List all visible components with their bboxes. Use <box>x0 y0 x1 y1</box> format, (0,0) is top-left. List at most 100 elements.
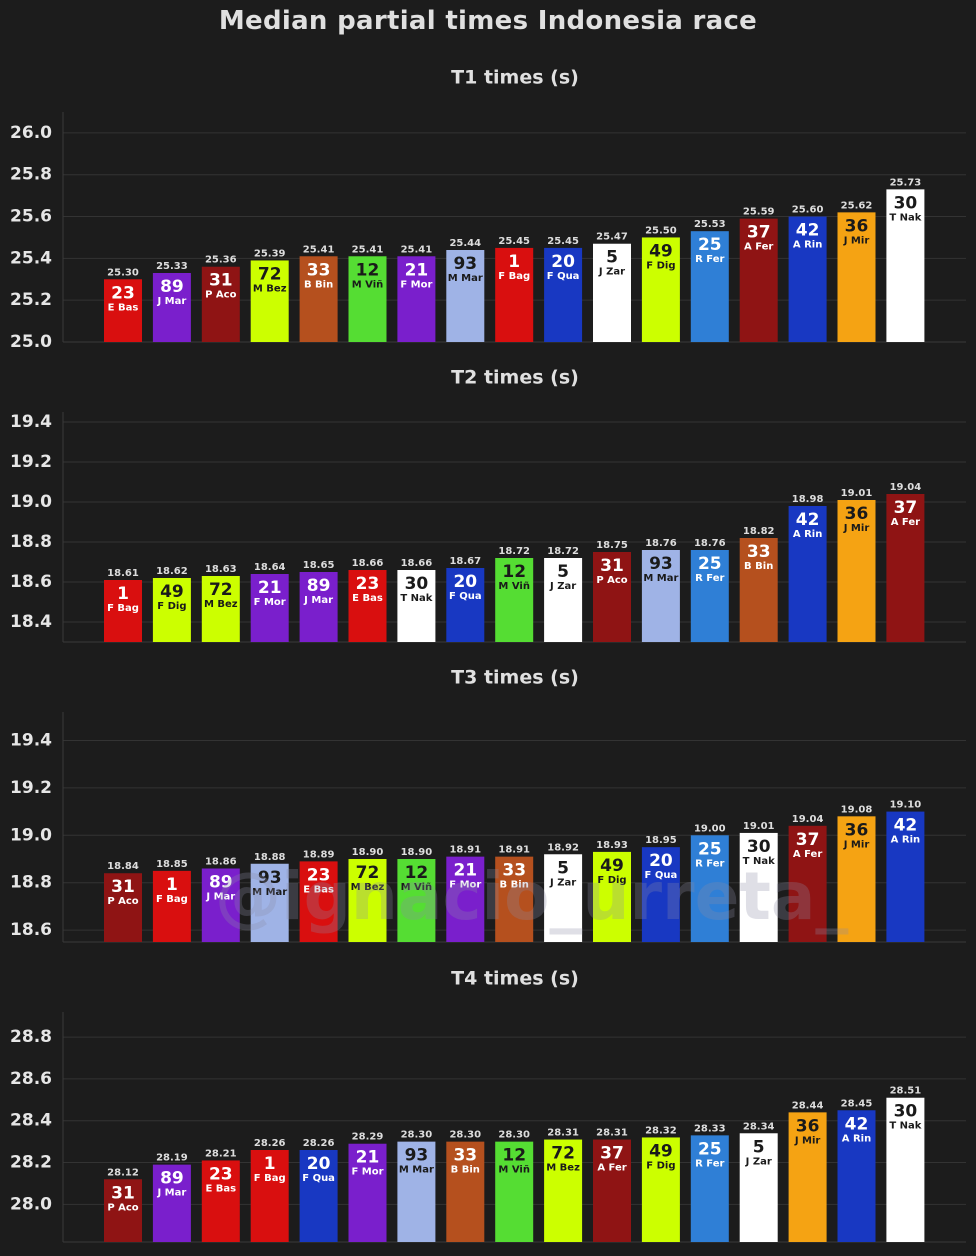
rider-name-label: J Mir <box>843 523 870 534</box>
value-label: 28.51 <box>890 1086 922 1097</box>
rider-number-label: 20 <box>307 1154 331 1174</box>
rider-number-label: 5 <box>606 248 618 268</box>
y-tick-label: 25.0 <box>10 332 52 352</box>
value-label: 25.45 <box>547 236 579 247</box>
rider-number-label: 42 <box>845 1114 869 1134</box>
rider-name-label: A Fer <box>793 849 822 860</box>
rider-name-label: T Nak <box>889 212 921 223</box>
value-label: 19.10 <box>890 800 922 811</box>
rider-name-label: M Mar <box>643 573 678 584</box>
rider-number-label: 49 <box>160 582 184 602</box>
rider-number-label: 21 <box>405 260 429 280</box>
y-tick-label: 28.6 <box>10 1069 52 1089</box>
rider-name-label: P Aco <box>107 896 138 907</box>
value-label: 25.47 <box>596 232 628 243</box>
value-label: 18.65 <box>303 560 335 571</box>
bar <box>739 218 778 342</box>
bar <box>495 558 534 642</box>
rider-name-label: A Rin <box>793 240 822 251</box>
y-tick-label: 25.8 <box>10 165 52 185</box>
rider-number-label: 37 <box>796 830 820 850</box>
bar <box>593 243 631 342</box>
bar <box>201 868 240 942</box>
value-label: 18.76 <box>694 538 726 549</box>
value-label: 18.62 <box>156 566 188 577</box>
rider-name-label: F Dig <box>646 260 675 271</box>
chart-panel: T3 times (s) 18.6 18.8 19.0 19.2 19.4 18.84 31P… <box>10 667 966 943</box>
bar <box>739 832 778 942</box>
bar <box>886 189 925 342</box>
y-tick-label: 28.2 <box>10 1153 52 1173</box>
rider-name-label: F Qua <box>302 1173 335 1184</box>
rider-name-label: F Mor <box>351 1167 383 1178</box>
rider-name-label: J Mar <box>205 891 235 902</box>
bar <box>250 1150 289 1242</box>
rider-number-label: 72 <box>209 580 233 600</box>
value-label: 18.85 <box>156 859 188 870</box>
bar <box>104 580 142 642</box>
value-label: 18.67 <box>449 556 481 567</box>
bar <box>397 256 436 342</box>
rider-name-label: M Bez <box>253 283 287 294</box>
rider-name-label: P Aco <box>596 575 627 586</box>
bar <box>299 256 338 342</box>
rider-name-label: E Bas <box>108 302 139 313</box>
rider-name-label: F Qua <box>547 271 580 282</box>
rider-number-label: 25 <box>698 1139 722 1159</box>
value-label: 18.64 <box>254 562 286 573</box>
rider-name-label: A Rin <box>891 835 920 846</box>
rider-number-label: 31 <box>111 877 135 897</box>
rider-name-label: B Bin <box>304 279 333 290</box>
bar <box>641 550 680 642</box>
y-tick-label: 25.4 <box>10 248 52 268</box>
y-tick-label: 18.6 <box>10 920 52 940</box>
value-label: 18.90 <box>401 847 433 858</box>
value-label: 28.44 <box>792 1100 824 1111</box>
bar <box>152 578 191 642</box>
bar <box>299 1150 338 1242</box>
rider-name-label: P Aco <box>107 1202 138 1213</box>
value-label: 25.73 <box>890 177 922 188</box>
rider-number-label: 30 <box>894 193 918 213</box>
value-label: 18.75 <box>596 540 628 551</box>
value-label: 25.45 <box>498 236 530 247</box>
value-label: 18.82 <box>743 526 775 537</box>
bar <box>641 1137 680 1242</box>
rider-name-label: P Aco <box>205 290 236 301</box>
value-label: 28.33 <box>694 1123 726 1134</box>
value-label: 19.00 <box>694 823 726 834</box>
rider-number-label: 30 <box>894 1102 918 1122</box>
value-label: 25.41 <box>352 244 384 255</box>
rider-number-label: 20 <box>453 572 477 592</box>
bar <box>348 256 387 342</box>
y-tick-label: 19.4 <box>10 730 52 750</box>
bar <box>299 572 338 642</box>
rider-name-label: E Bas <box>303 884 334 895</box>
rider-name-label: J Zar <box>745 1156 772 1167</box>
rider-name-label: R Fer <box>695 254 724 265</box>
chart-title: T2 times (s) <box>451 367 579 389</box>
value-label: 25.41 <box>401 244 433 255</box>
value-label: 28.34 <box>743 1121 775 1132</box>
value-label: 18.90 <box>352 847 384 858</box>
value-label: 25.62 <box>841 200 873 211</box>
rider-number-label: 89 <box>209 872 233 892</box>
rider-number-label: 36 <box>845 820 869 840</box>
rider-number-label: 12 <box>502 1146 526 1166</box>
chart-title: T1 times (s) <box>451 67 579 89</box>
rider-name-label: R Fer <box>695 573 724 584</box>
value-label: 25.36 <box>205 255 237 266</box>
bar <box>593 1139 631 1242</box>
value-label: 25.30 <box>107 267 139 278</box>
bar <box>104 279 142 342</box>
bar <box>152 1164 191 1242</box>
rider-name-label: M Viñ <box>498 1165 530 1176</box>
rider-name-label: M Mar <box>399 1165 434 1176</box>
value-label: 28.45 <box>841 1098 873 1109</box>
value-label: 18.91 <box>498 845 530 856</box>
value-label: 18.72 <box>498 546 530 557</box>
rider-name-label: F Bag <box>107 603 139 614</box>
rider-number-label: 23 <box>307 865 331 885</box>
bar <box>250 260 289 342</box>
